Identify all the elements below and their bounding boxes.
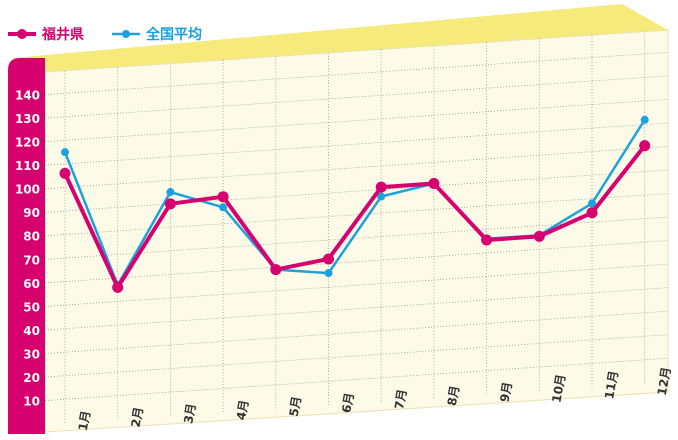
legend-label: 全国平均 xyxy=(145,26,202,43)
y-tick-label: 70 xyxy=(23,253,40,267)
y-tick-label: 140 xyxy=(15,89,40,103)
x-tick-label: 1月 xyxy=(76,409,93,431)
x-tick-label: 6月 xyxy=(339,392,356,414)
grid-line xyxy=(44,334,669,378)
data-point xyxy=(377,192,386,201)
series-line xyxy=(63,144,647,290)
data-point xyxy=(586,207,598,219)
grid-line xyxy=(44,263,669,307)
series-line xyxy=(63,119,646,287)
x-tick-label: 5月 xyxy=(287,395,304,417)
grid-line xyxy=(44,193,669,237)
data-point xyxy=(323,253,334,265)
y-tick-label: 30 xyxy=(23,347,40,361)
data-point xyxy=(375,181,387,193)
data-point xyxy=(324,269,333,278)
y-tick-label: 80 xyxy=(23,230,40,244)
y-tick-label: 90 xyxy=(23,206,40,220)
data-point xyxy=(640,115,649,124)
data-point xyxy=(59,167,71,179)
grid-line xyxy=(44,169,669,213)
legend-swatch-dot xyxy=(17,29,27,39)
x-tick-label: 4月 xyxy=(234,399,251,421)
legend-swatch-dot xyxy=(122,30,130,38)
x-tick-label: 8月 xyxy=(445,384,462,406)
x-tick-label: 7月 xyxy=(392,388,409,410)
x-tick-label: 10月 xyxy=(549,373,568,404)
y-tick-label: 40 xyxy=(23,324,40,338)
x-tick-label: 9月 xyxy=(497,381,514,403)
y-tick-label: 110 xyxy=(15,159,40,173)
y-tick-label: 120 xyxy=(15,136,40,150)
data-point xyxy=(164,198,176,210)
x-tick-label: 3月 xyxy=(181,402,198,424)
grid-line xyxy=(44,75,669,119)
data-point xyxy=(217,191,229,203)
data-point xyxy=(61,148,69,157)
y-tick-label: 100 xyxy=(15,183,40,197)
grid-line xyxy=(44,216,669,260)
data-point xyxy=(219,203,228,212)
data-point xyxy=(533,230,545,242)
data-point xyxy=(166,188,175,197)
grid-line xyxy=(44,287,669,331)
data-point xyxy=(481,234,493,246)
grid-line xyxy=(44,146,669,190)
x-tick-label: 12月 xyxy=(655,366,674,397)
x-tick-label: 2月 xyxy=(129,406,146,428)
grid-line xyxy=(44,357,669,402)
data-point xyxy=(270,264,282,276)
grid-line xyxy=(44,122,669,166)
y-tick-label: 60 xyxy=(23,277,40,291)
grid-line xyxy=(44,310,669,354)
y-tick-label: 130 xyxy=(15,112,40,126)
data-point xyxy=(428,178,440,190)
y-tick-label: 50 xyxy=(23,300,40,314)
data-point xyxy=(639,140,651,152)
data-point xyxy=(588,199,596,208)
grid-line xyxy=(44,98,669,143)
y-axis-band xyxy=(8,58,45,434)
y-tick-label: 20 xyxy=(23,371,40,385)
y-tick-label: 10 xyxy=(23,394,40,408)
data-point xyxy=(112,281,124,293)
legend-label: 福井県 xyxy=(41,26,84,43)
top-face xyxy=(12,4,668,72)
grid-line xyxy=(44,240,669,284)
grid-line xyxy=(44,51,669,96)
x-tick-label: 11月 xyxy=(602,370,621,401)
